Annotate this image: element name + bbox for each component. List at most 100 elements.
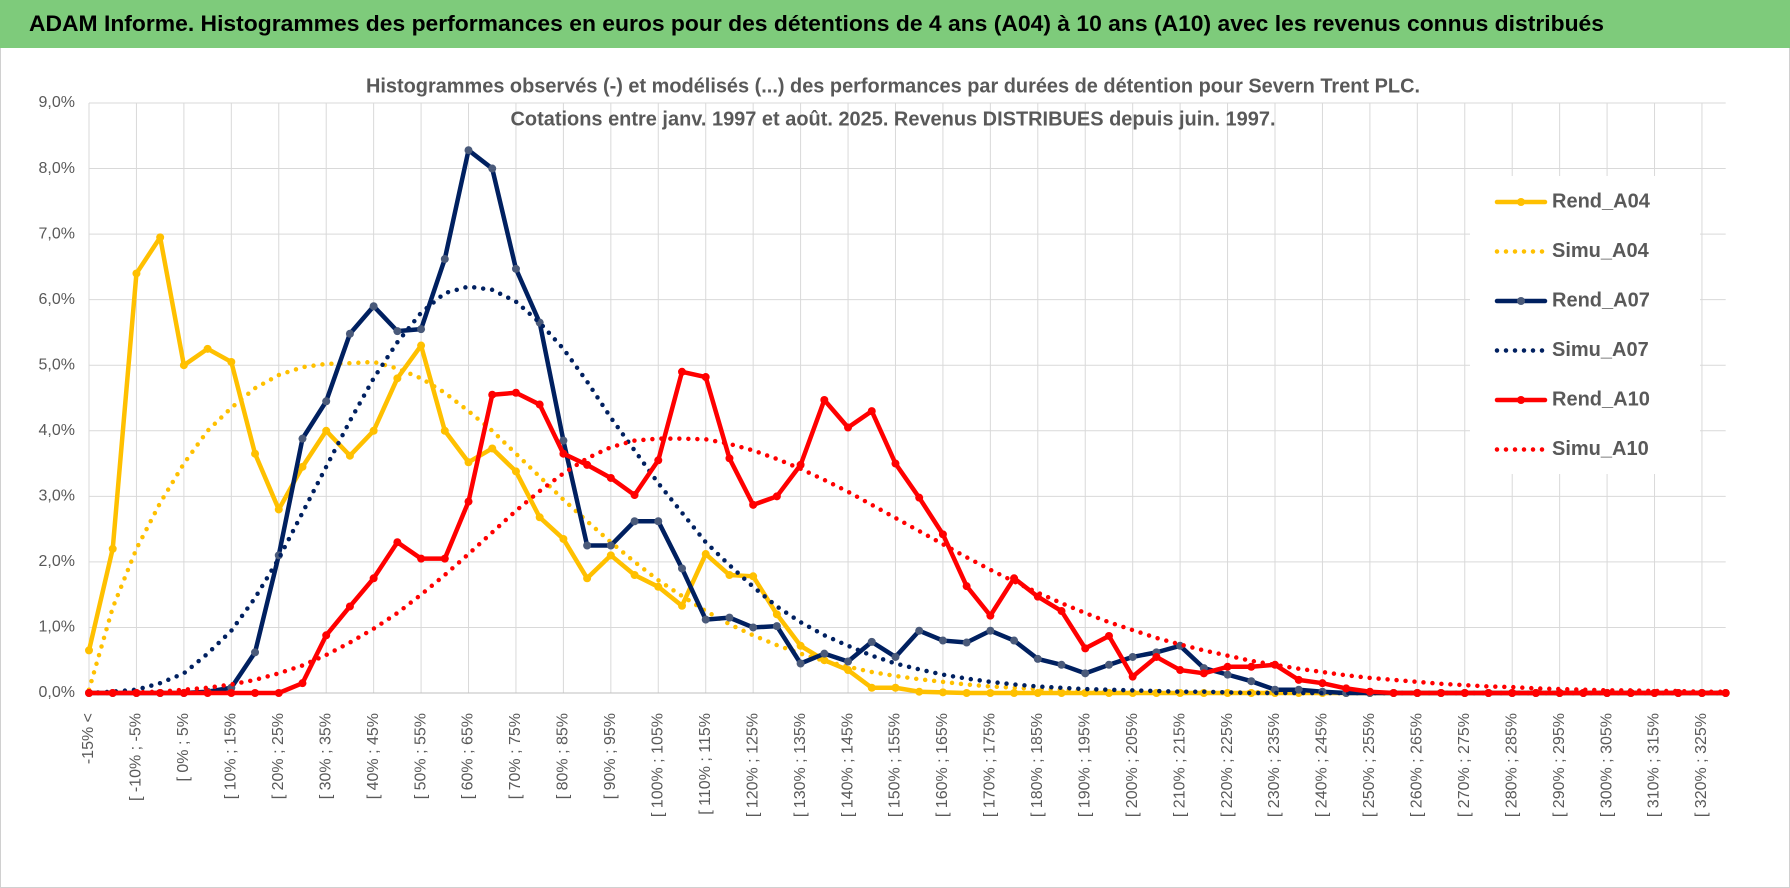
data-point <box>678 601 686 610</box>
data-point <box>986 611 995 620</box>
data-point <box>938 688 947 697</box>
x-tick-label: [ 310% ; 315% <box>1646 713 1663 817</box>
data-point <box>915 687 924 696</box>
data-point <box>132 269 141 278</box>
data-point <box>1199 669 1208 678</box>
data-point <box>156 233 165 242</box>
data-point <box>796 641 805 650</box>
data-point <box>1389 689 1398 697</box>
y-tick-label: 0,0% <box>39 684 75 701</box>
data-point <box>1223 662 1232 671</box>
x-tick-label: [ 120% ; 125% <box>744 713 761 817</box>
x-tick-label: [ 260% ; 265% <box>1409 713 1426 817</box>
data-point <box>1081 644 1090 653</box>
x-tick-label: [ 190% ; 195% <box>1076 713 1093 817</box>
data-point <box>1531 689 1540 697</box>
data-point <box>796 460 805 469</box>
data-point <box>1247 662 1256 671</box>
data-point <box>1294 675 1303 684</box>
data-point <box>915 493 924 502</box>
x-tick-label: [ 300% ; 305% <box>1598 713 1615 817</box>
data-point <box>1460 689 1469 697</box>
legend-marker <box>1517 297 1525 305</box>
data-point <box>322 397 331 406</box>
chart-title: Histogrammes observés (-) et modélisés (… <box>366 75 1420 97</box>
x-tick-label: [ 130% ; 135% <box>792 713 809 817</box>
data-point <box>1081 669 1090 678</box>
data-point <box>345 602 354 611</box>
data-point <box>654 456 663 465</box>
data-point <box>725 613 734 622</box>
x-tick-label: [ 40% ; 45% <box>365 713 382 799</box>
data-point <box>1057 660 1066 669</box>
y-tick-label: 7,0% <box>39 225 75 242</box>
data-point <box>820 395 829 404</box>
data-point <box>867 683 876 692</box>
x-tick-label: [ 320% ; 325% <box>1693 713 1710 817</box>
data-point <box>1033 689 1042 697</box>
data-point <box>440 426 449 435</box>
x-tick-label: [ 70% ; 75% <box>507 713 524 799</box>
data-point <box>559 436 568 445</box>
x-tick-label: [ 150% ; 155% <box>887 713 904 817</box>
data-point <box>891 683 900 692</box>
data-point <box>417 341 426 350</box>
data-point <box>227 357 236 366</box>
x-tick-label: [ 60% ; 65% <box>460 713 477 799</box>
data-point <box>488 390 497 399</box>
data-point <box>369 426 378 435</box>
data-point <box>1057 607 1066 616</box>
data-point <box>630 571 639 579</box>
data-point <box>535 400 544 409</box>
legend-box <box>1470 176 1700 474</box>
x-tick-label: [ 250% ; 255% <box>1361 713 1378 817</box>
y-tick-label: 4,0% <box>39 422 75 439</box>
y-tick-label: 3,0% <box>39 488 75 505</box>
x-tick-label: [ 270% ; 275% <box>1456 713 1473 817</box>
x-tick-label: [ 210% ; 215% <box>1171 713 1188 817</box>
data-point <box>488 164 497 173</box>
data-point <box>298 434 307 443</box>
data-point <box>251 689 260 697</box>
data-point <box>820 649 829 658</box>
data-point <box>535 513 544 522</box>
data-point <box>725 454 734 463</box>
data-point <box>559 534 568 543</box>
data-point <box>962 689 971 697</box>
data-point <box>345 329 354 338</box>
x-tick-label: [ 80% ; 85% <box>555 713 572 799</box>
y-tick-label: 2,0% <box>39 553 75 570</box>
data-point <box>464 458 473 467</box>
x-tick-label: [ 160% ; 165% <box>934 713 951 817</box>
data-point <box>962 638 971 647</box>
data-point <box>772 622 781 631</box>
data-point <box>298 679 307 688</box>
data-point <box>1128 652 1137 661</box>
data-point <box>108 544 117 553</box>
data-point <box>1318 679 1327 688</box>
data-point <box>1010 636 1019 645</box>
data-point <box>251 648 260 657</box>
x-tick-label: -15% < <box>80 713 97 764</box>
data-point <box>1247 677 1256 686</box>
y-tick-label: 5,0% <box>39 356 75 373</box>
data-point <box>725 571 734 579</box>
x-tick-label: [ 230% ; 235% <box>1266 713 1283 817</box>
data-point <box>583 574 592 583</box>
x-tick-label: [ 240% ; 245% <box>1314 713 1331 817</box>
x-tick-label: [ 140% ; 145% <box>839 713 856 817</box>
x-tick-label: [ -10% ; -5% <box>128 713 145 801</box>
data-point <box>417 554 426 563</box>
data-point <box>796 659 805 668</box>
legend-label: Simu_A10 <box>1552 438 1649 460</box>
x-tick-label: [ 220% ; 225% <box>1219 713 1236 817</box>
x-tick-label: [ 280% ; 285% <box>1503 713 1520 817</box>
data-point <box>369 302 378 311</box>
data-point <box>251 449 260 458</box>
data-point <box>915 626 924 635</box>
data-point <box>606 541 615 550</box>
data-point <box>583 460 592 469</box>
y-tick-label: 8,0% <box>39 160 75 177</box>
data-point <box>1104 631 1113 640</box>
data-point <box>85 646 93 655</box>
